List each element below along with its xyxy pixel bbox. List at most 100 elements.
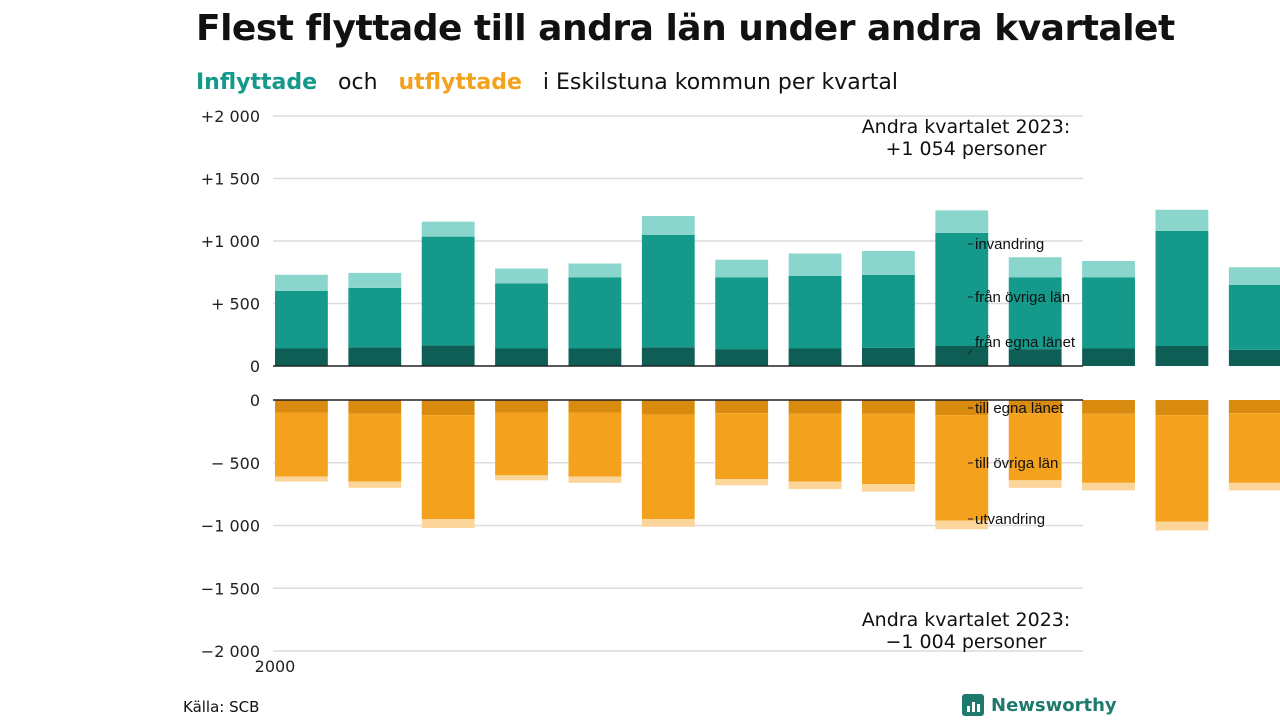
subtitle-inflow: Inflyttade bbox=[196, 70, 318, 95]
inflow-other-bar bbox=[641, 234, 695, 348]
inflow-own-bar bbox=[1008, 349, 1062, 366]
callout-bottom-line2: −1 004 personer bbox=[886, 631, 1047, 653]
x-tick-label: 2000 bbox=[255, 657, 296, 676]
outflow-emigration-bar bbox=[348, 481, 402, 488]
bottom-y-tick-label: −2 000 bbox=[201, 642, 260, 661]
inflow-immigration-bar bbox=[568, 263, 622, 278]
outflow-own-bar bbox=[935, 400, 989, 416]
outflow-own-bar bbox=[641, 400, 695, 415]
inflow-immigration-bar bbox=[715, 259, 769, 278]
inflow-own-bar bbox=[421, 345, 475, 366]
inflow-other-bar bbox=[862, 274, 915, 348]
bottom-y-tick-label: − 500 bbox=[211, 454, 260, 473]
inflow-immigration-bar bbox=[421, 221, 475, 237]
inflow-other-bar bbox=[788, 276, 842, 349]
labels: 0 + 500 +1 000 +1 500 +2 000 0 − 500 −1 000 −1 5… bbox=[201, 107, 1076, 676]
outflow-emigration-bar bbox=[568, 476, 622, 483]
outflow-other-bar bbox=[1008, 413, 1062, 481]
inflow-other-bar bbox=[1228, 284, 1280, 350]
brand-name: Newsworthy bbox=[991, 694, 1117, 716]
brand-chart-icon bbox=[962, 694, 984, 716]
outflow-segment-label: till egna länet bbox=[975, 400, 1064, 417]
inflow-own-bar bbox=[1228, 349, 1280, 366]
inflow-other-bar bbox=[935, 232, 989, 346]
inflow-immigration-bar bbox=[348, 272, 402, 288]
inflow-immigration-bar bbox=[641, 216, 695, 235]
outflow-other-bar bbox=[935, 415, 989, 521]
outflow-own-bar bbox=[862, 400, 915, 414]
inflow-segment-label: från egna länet bbox=[975, 334, 1076, 351]
outflow-other-bar bbox=[1155, 415, 1209, 522]
inflow-immigration-bar bbox=[1155, 209, 1209, 231]
outflow-other-bar bbox=[1082, 413, 1135, 483]
outflow-other-bar bbox=[568, 412, 622, 477]
inflow-immigration-bar bbox=[275, 274, 328, 291]
inflow-own-bar bbox=[1082, 348, 1135, 366]
inflow-other-bar bbox=[568, 277, 622, 349]
inflow-other-bar bbox=[1155, 231, 1209, 346]
outflow-emigration-bar bbox=[1155, 521, 1209, 531]
outflow-own-bar bbox=[275, 400, 328, 413]
outflow-emigration-bar bbox=[1008, 480, 1062, 488]
inflow-immigration-bar bbox=[1228, 267, 1280, 285]
inflow-own-bar bbox=[348, 347, 402, 366]
outflow-own-bar bbox=[348, 400, 402, 414]
inflow-other-bar bbox=[275, 291, 328, 349]
inflow-own-bar bbox=[641, 347, 695, 366]
top-y-tick-label: +2 000 bbox=[201, 107, 260, 126]
top-y-tick-label: +1 500 bbox=[201, 170, 260, 189]
outflow-other-bar bbox=[862, 413, 915, 485]
outflow-own-bar bbox=[1082, 400, 1135, 414]
outflow-emigration-bar bbox=[1228, 482, 1280, 491]
axes bbox=[273, 365, 1083, 401]
bottom-y-tick-label: −1 500 bbox=[201, 579, 260, 598]
inflow-own-bar bbox=[568, 348, 622, 366]
inflow-other-bar bbox=[1082, 277, 1135, 349]
outflow-other-bar bbox=[641, 414, 695, 520]
callout-top-line2: +1 054 personer bbox=[886, 138, 1047, 160]
inflow-segment-label: från övriga län bbox=[975, 289, 1070, 306]
bars bbox=[275, 209, 1280, 531]
callout-bottom-line1: Andra kvartalet 2023: bbox=[862, 609, 1071, 631]
source-text: Källa: SCB bbox=[183, 698, 260, 716]
callout-top-line1: Andra kvartalet 2023: bbox=[862, 116, 1071, 138]
outflow-emigration-bar bbox=[715, 479, 769, 486]
page-title: Flest flyttade till andra län under andr… bbox=[196, 8, 1175, 49]
inflow-own-bar bbox=[275, 348, 328, 366]
inflow-own-bar bbox=[935, 346, 989, 366]
outflow-own-bar bbox=[788, 400, 842, 414]
outflow-own-bar bbox=[1008, 400, 1062, 414]
inflow-other-bar bbox=[348, 287, 402, 348]
outflow-segment-label: utvandring bbox=[975, 511, 1045, 528]
grid-lines bbox=[273, 115, 1083, 652]
outflow-other-bar bbox=[715, 413, 769, 480]
inflow-immigration-bar bbox=[935, 210, 989, 233]
inflow-immigration-bar bbox=[862, 251, 915, 275]
outflow-own-bar bbox=[1155, 400, 1209, 416]
outflow-own-bar bbox=[568, 400, 622, 413]
inflow-immigration-bar bbox=[1082, 261, 1135, 278]
top-y-tick-label: +1 000 bbox=[201, 232, 260, 251]
inflow-own-bar bbox=[862, 347, 915, 366]
outflow-emigration-bar bbox=[421, 519, 475, 529]
outflow-other-bar bbox=[788, 413, 842, 482]
outflow-emigration-bar bbox=[788, 481, 842, 490]
inflow-segment-label: invandring bbox=[975, 236, 1044, 253]
outflow-other-bar bbox=[421, 415, 475, 520]
inflow-immigration-bar bbox=[1008, 257, 1062, 278]
inflow-other-bar bbox=[1008, 277, 1062, 350]
top-y-tick-label: 0 bbox=[250, 357, 260, 376]
subtitle: Inflyttade och utflyttade i Eskilstuna k… bbox=[196, 70, 898, 95]
outflow-emigration-bar bbox=[641, 519, 695, 527]
bottom-y-tick-label: 0 bbox=[250, 391, 260, 410]
outflow-emigration-bar bbox=[862, 484, 915, 492]
outflow-own-bar bbox=[715, 400, 769, 414]
outflow-own-bar bbox=[421, 400, 475, 416]
brand-logo[interactable]: Newsworthy bbox=[962, 694, 1117, 716]
outflow-other-bar bbox=[348, 413, 402, 482]
inflow-own-pointer bbox=[967, 349, 973, 355]
outflow-own-bar bbox=[1228, 400, 1280, 414]
inflow-immigration-bar bbox=[495, 268, 548, 284]
inflow-own-bar bbox=[1155, 346, 1209, 366]
